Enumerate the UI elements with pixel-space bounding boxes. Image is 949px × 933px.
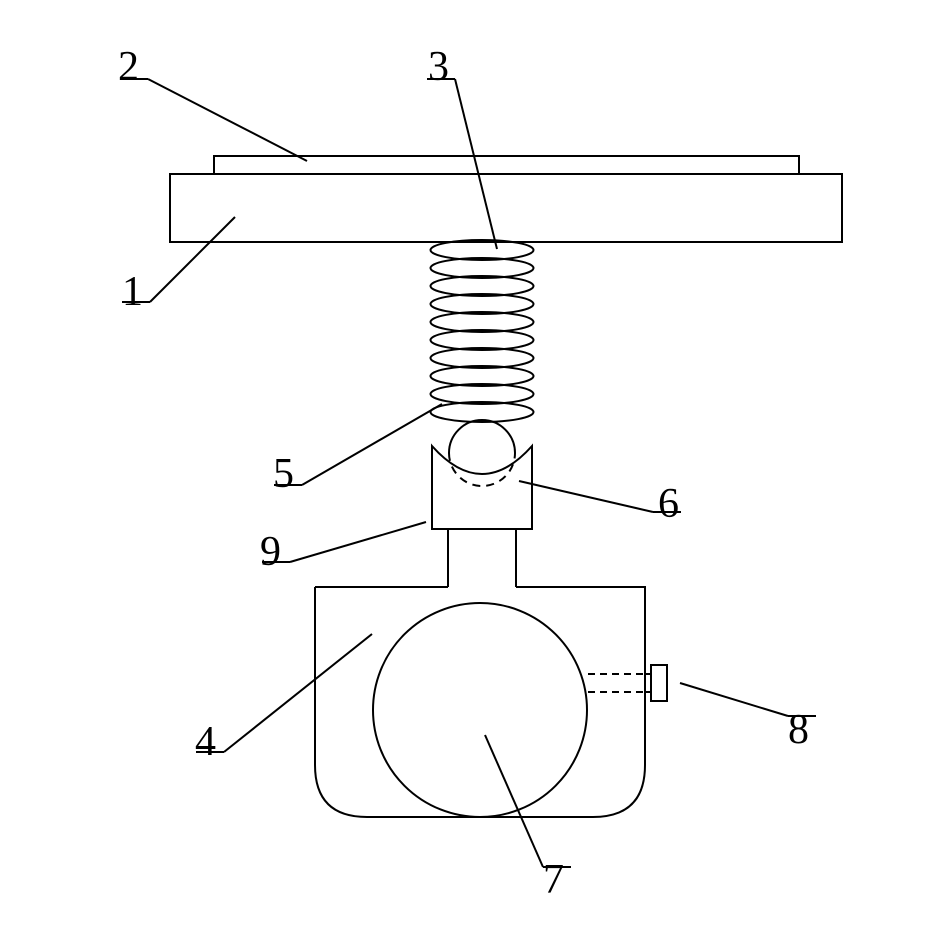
leader-line-6 — [519, 481, 653, 512]
part-label-7: 7 — [543, 856, 564, 904]
top-plate-thick — [170, 174, 842, 242]
engineering-diagram — [0, 0, 949, 933]
spring — [431, 240, 534, 422]
part-label-8: 8 — [788, 706, 809, 754]
leader-line-2 — [148, 79, 307, 161]
leader-line-5 — [302, 404, 442, 485]
leader-line-1 — [150, 217, 235, 302]
leader-line-9 — [290, 522, 426, 562]
leader-line-3 — [455, 79, 497, 249]
leader-line-4 — [224, 634, 372, 752]
part-label-5: 5 — [273, 450, 294, 498]
leader-line-8 — [680, 683, 788, 716]
inner-circle — [373, 603, 587, 817]
part-label-6: 6 — [658, 480, 679, 528]
bolt-head — [651, 665, 667, 701]
part-label-3: 3 — [428, 43, 449, 91]
main-body — [315, 587, 645, 817]
hemisphere-top — [449, 420, 515, 453]
part-label-1: 1 — [122, 268, 143, 316]
leader-line-7 — [485, 735, 543, 867]
neck-block — [432, 446, 532, 529]
part-label-4: 4 — [195, 718, 216, 766]
part-label-9: 9 — [260, 528, 281, 576]
part-label-2: 2 — [118, 43, 139, 91]
